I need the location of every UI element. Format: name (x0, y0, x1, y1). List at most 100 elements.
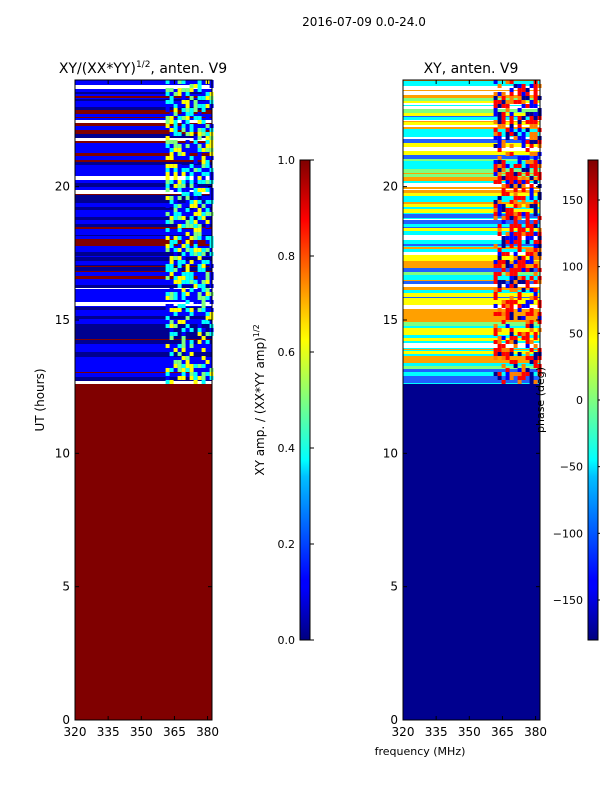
rfi-pixel (193, 252, 198, 256)
heatmap-stripe (75, 248, 212, 250)
rfi-pixel (505, 208, 510, 212)
colorbar-tick-label: 0.8 (278, 250, 296, 263)
rfi-pixel (529, 164, 534, 168)
rfi-pixel (513, 272, 518, 276)
rfi-pixel (181, 116, 186, 120)
rfi-pixel (509, 280, 514, 284)
heatmap-stripe (403, 200, 540, 202)
rfi-pixel (185, 104, 190, 108)
rfi-pixel (497, 272, 502, 276)
rfi-pixel (165, 212, 170, 216)
rfi-pixel (205, 272, 210, 276)
rfi-pixel (185, 328, 190, 332)
rfi-pixel (181, 344, 186, 348)
rfi-pixel (521, 256, 526, 260)
heatmap-stripe (75, 299, 212, 300)
rfi-pixel (177, 188, 182, 192)
rfi-pixel (525, 344, 530, 348)
rfi-pixel (517, 372, 522, 376)
rfi-pixel (181, 256, 186, 260)
colorbar-tick-label: 50 (569, 327, 583, 340)
heatmap-stripe (403, 189, 540, 190)
rfi-pixel (497, 168, 502, 172)
rfi-pixel (173, 152, 178, 156)
rfi-pixel (197, 84, 202, 88)
heatmap-stripe (75, 105, 212, 107)
heatmap-stripe (75, 279, 212, 281)
rfi-pixel (525, 268, 530, 272)
rfi-pixel (197, 96, 202, 100)
rfi-pixel (517, 296, 522, 300)
x-tick-label: 320 (64, 725, 87, 739)
heatmap-stripe (75, 307, 212, 309)
rfi-pixel (165, 140, 170, 144)
rfi-pixel (169, 380, 174, 384)
heatmap-stripe (403, 369, 540, 372)
rfi-pixel (205, 180, 210, 184)
rfi-pixel (509, 152, 514, 156)
heatmap-stripe (403, 214, 540, 218)
rfi-pixel (185, 192, 190, 196)
rfi-pixel (177, 164, 182, 168)
rfi-pixel (533, 152, 538, 156)
heatmap-stripe (403, 313, 540, 317)
heatmap-stripe (75, 261, 212, 263)
rfi-pixel (521, 364, 526, 368)
rfi-pixel (185, 248, 190, 252)
rfi-pixel (529, 104, 534, 108)
heatmap-stripe (403, 190, 540, 193)
heatmap-stripe (75, 201, 212, 203)
rfi-pixel (173, 132, 178, 136)
rfi-pixel (205, 160, 210, 164)
heatmap-stripe (75, 344, 212, 348)
rfi-pixel (493, 204, 498, 208)
rfi-pixel (493, 136, 498, 140)
rfi-pixel (509, 244, 514, 248)
x-tick-label: 365 (491, 725, 514, 739)
rfi-pixel (165, 184, 170, 188)
rfi-pixel (533, 296, 538, 300)
heatmap-stripe (403, 356, 540, 359)
rfi-pixel (201, 168, 206, 172)
rfi-pixel (501, 236, 506, 240)
heatmap-stripe (403, 231, 540, 235)
rfi-pixel (521, 184, 526, 188)
heatmap-stripe (75, 275, 212, 276)
heatmap-stripe (75, 381, 212, 384)
heatmap-stripe (75, 152, 212, 153)
rfi-pixel (493, 80, 498, 84)
rfi-pixel (493, 96, 498, 100)
left-title: XY/(XX*YY)1/2, anten. V9 (59, 60, 227, 77)
rfi-pixel (169, 260, 174, 264)
heatmap-stripe (403, 352, 540, 354)
rfi-pixel (169, 332, 174, 336)
rfi-pixel (169, 368, 174, 372)
heatmap-stripe (75, 220, 212, 224)
heatmap-stripe (403, 117, 540, 120)
rfi-pixel (493, 328, 498, 332)
rfi-pixel (205, 148, 210, 152)
rfi-pixel (189, 224, 194, 228)
heatmap-stripe (403, 298, 540, 302)
rfi-pixel (165, 172, 170, 176)
rfi-pixel (525, 120, 530, 124)
heatmap-stripe (75, 312, 212, 316)
rfi-pixel (185, 168, 190, 172)
rfi-pixel (493, 108, 498, 112)
shared-xlabel: frequency (MHz) (375, 745, 466, 758)
rfi-pixel (189, 216, 194, 220)
rfi-pixel (205, 212, 210, 216)
left-ylabel: UT (hours) (33, 368, 47, 431)
rfi-pixel (497, 164, 502, 168)
rfi-pixel (517, 84, 522, 88)
rfi-pixel (169, 128, 174, 132)
rfi-pixel (509, 376, 514, 380)
rfi-pixel (529, 356, 534, 360)
rfi-pixel (205, 92, 210, 96)
rfi-pixel (533, 244, 538, 248)
heatmap-stripe (403, 143, 540, 147)
rfi-pixel (169, 100, 174, 104)
rfi-pixel (173, 248, 178, 252)
rfi-pixel (505, 136, 510, 140)
rfi-pixel (181, 260, 186, 264)
